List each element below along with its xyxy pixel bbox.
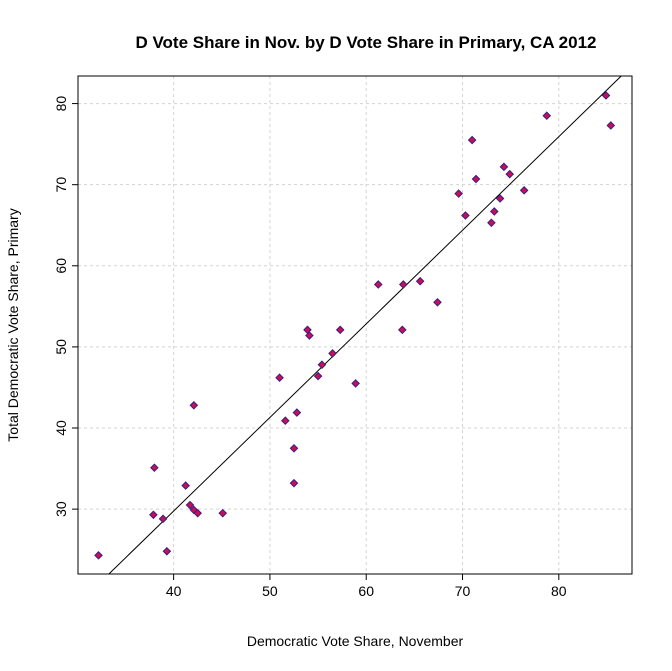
y-tick-label: 50: [53, 339, 69, 355]
grid: [78, 76, 632, 574]
data-point: [495, 194, 505, 203]
data-point: [292, 408, 302, 417]
data-point: [461, 211, 470, 220]
data-point: [398, 280, 408, 289]
data-point: [193, 508, 203, 518]
data-point: [467, 135, 477, 145]
fit-line-group: [108, 75, 622, 575]
data-point: [289, 443, 299, 453]
data-point: [606, 121, 616, 130]
data-point: [94, 551, 103, 560]
y-tick-label: 60: [53, 258, 69, 274]
plot-frame: [77, 75, 633, 575]
data-point: [499, 162, 509, 172]
y-tick-label: 80: [53, 96, 69, 112]
data-point: [275, 373, 284, 383]
data-point: [158, 514, 168, 524]
data-point: [289, 478, 299, 488]
x-tick-label: 40: [166, 583, 182, 599]
data-point: [317, 360, 327, 370]
x-tick-label: 60: [358, 583, 374, 599]
data-point: [433, 297, 442, 307]
data-point: [313, 371, 323, 381]
data-point: [351, 379, 360, 388]
data-point: [185, 500, 195, 510]
y-tick-label: 70: [53, 177, 69, 193]
data-point: [415, 276, 425, 286]
data-point: [471, 174, 481, 184]
data-point: [601, 91, 611, 100]
data-point: [335, 325, 345, 335]
data-point: [489, 207, 499, 216]
data-point: [519, 186, 529, 195]
y-axis-label: Total Democratic Vote Share, Primary: [5, 208, 21, 441]
data-point: [149, 510, 158, 520]
data-point: [542, 111, 552, 121]
data-point: [150, 463, 159, 473]
data-point: [218, 508, 228, 518]
points: [94, 91, 616, 560]
x-tick-label: 80: [551, 583, 567, 599]
data-point: [181, 481, 190, 490]
y-tick-label: 30: [53, 501, 69, 517]
data-point: [305, 331, 314, 340]
data-point: [281, 416, 290, 426]
data-point: [373, 280, 383, 289]
data-point: [162, 546, 172, 556]
axes: 40 50 60 70 80 30 40 50 60 70 80: [53, 75, 633, 599]
x-tick-label: 70: [455, 583, 471, 599]
data-point: [328, 349, 337, 358]
x-axis-label: Democratic Vote Share, November: [247, 633, 464, 649]
y-tick-label: 40: [53, 420, 69, 436]
data-point: [505, 169, 515, 179]
data-point: [398, 325, 407, 335]
fit-line: [108, 75, 622, 575]
data-point: [454, 189, 463, 198]
x-tick-label: 50: [262, 583, 278, 599]
data-point: [189, 400, 199, 410]
data-point: [487, 218, 496, 228]
chart-title: D Vote Share in Nov. by D Vote Share in …: [135, 33, 596, 52]
